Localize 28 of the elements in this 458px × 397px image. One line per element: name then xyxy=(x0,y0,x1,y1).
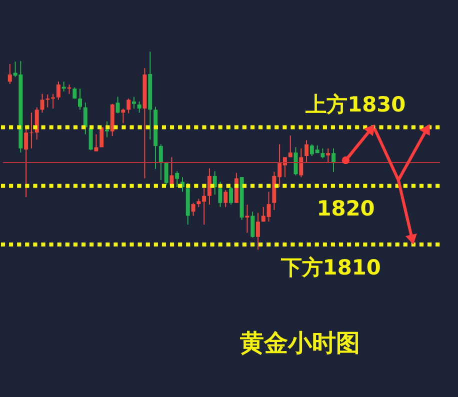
candlestick xyxy=(158,144,163,181)
candlestick xyxy=(250,211,255,238)
candlestick xyxy=(207,168,212,206)
candlestick xyxy=(332,148,336,172)
candlestick xyxy=(132,96,136,110)
annotation: 黄金小时图 xyxy=(239,329,360,357)
candlestick xyxy=(288,135,292,158)
candlestick xyxy=(83,102,88,135)
ref-line-label: 上方1830 xyxy=(304,92,406,116)
candlestick xyxy=(224,190,228,208)
candlestick xyxy=(94,134,98,152)
candlestick xyxy=(304,140,309,164)
candlestick xyxy=(299,148,304,178)
candlestick xyxy=(78,88,82,110)
candlestick xyxy=(326,148,330,164)
ref-line-label: 1820 xyxy=(316,196,375,221)
candlestick xyxy=(121,108,126,124)
candlestick xyxy=(137,101,142,114)
candlestick xyxy=(175,170,180,188)
candlestick xyxy=(164,162,168,186)
ref-line-label: 下方1810 xyxy=(280,255,381,280)
candlestick xyxy=(126,98,131,114)
candlestick xyxy=(229,186,234,206)
candlestick xyxy=(191,202,196,216)
candlestick xyxy=(320,148,325,159)
candlestick xyxy=(56,81,60,100)
candlestick xyxy=(256,212,260,250)
candlestick xyxy=(8,64,12,84)
